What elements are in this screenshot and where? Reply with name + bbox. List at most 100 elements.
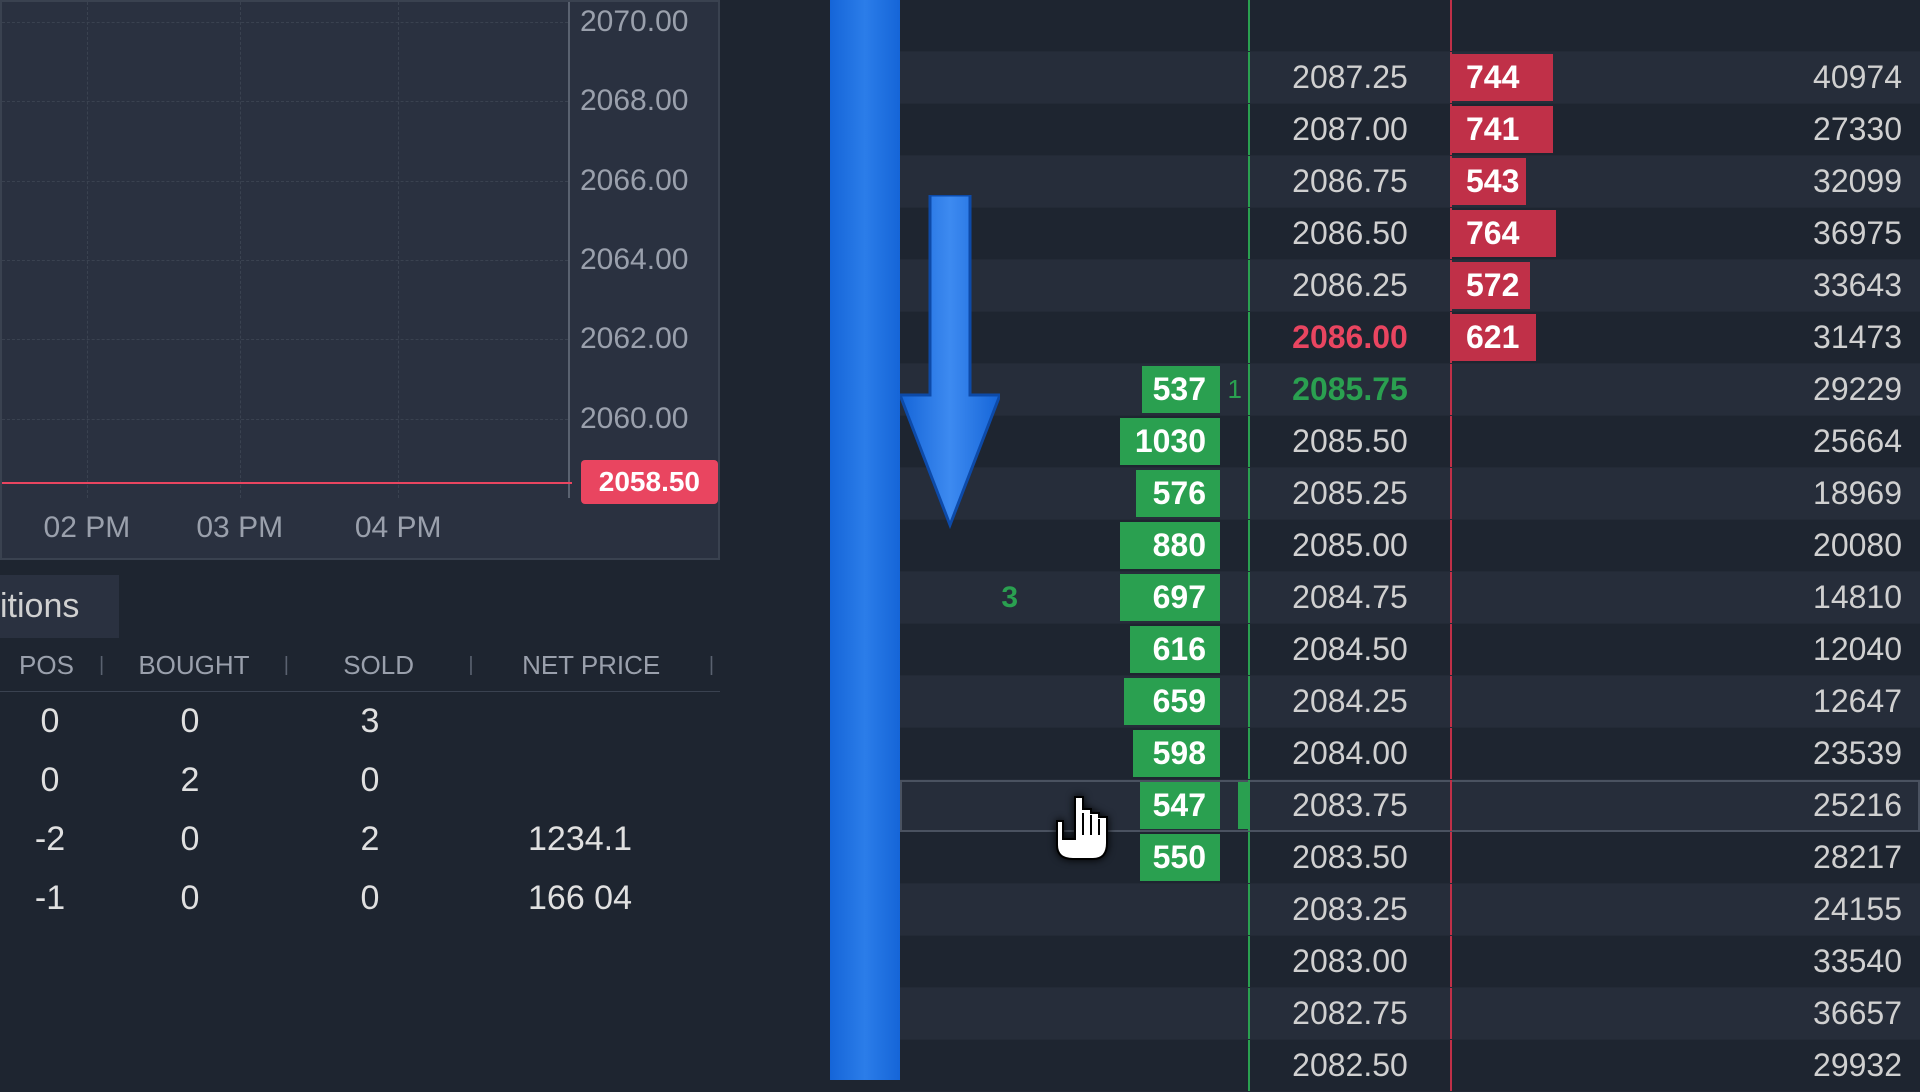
- dom-price-cell[interactable]: 2084.50: [1250, 624, 1450, 675]
- dom-price-cell[interactable]: 2083.00: [1250, 936, 1450, 987]
- dom-order-cell[interactable]: [900, 832, 1030, 883]
- positions-tab[interactable]: itions: [0, 575, 119, 638]
- dom-ask-cell[interactable]: [1450, 728, 1570, 779]
- col-sold[interactable]: SOLD: [295, 650, 462, 681]
- dom-price-cell[interactable]: 2086.50: [1250, 208, 1450, 259]
- dom-price-cell[interactable]: 2084.25: [1250, 676, 1450, 727]
- dom-bid-cell[interactable]: 537: [1030, 364, 1220, 415]
- dom-price-cell[interactable]: 2085.25: [1250, 468, 1450, 519]
- dom-row[interactable]: [900, 0, 1920, 52]
- dom-bid-cell[interactable]: [1030, 260, 1220, 311]
- dom-order-cell[interactable]: [900, 884, 1030, 935]
- dom-order-cell[interactable]: [900, 988, 1030, 1039]
- dom-bid-cell[interactable]: [1030, 936, 1220, 987]
- dom-order-cell[interactable]: [900, 104, 1030, 155]
- dom-price-cell[interactable]: 2084.75: [1250, 572, 1450, 623]
- dom-ask-cell[interactable]: [1450, 0, 1570, 51]
- dom-ask-cell[interactable]: [1450, 520, 1570, 571]
- dom-bid-cell[interactable]: [1030, 988, 1220, 1039]
- dom-price-cell[interactable]: 2085.50: [1250, 416, 1450, 467]
- dom-ask-cell[interactable]: 764: [1450, 208, 1570, 259]
- dom-row[interactable]: 8802085.0020080: [900, 520, 1920, 572]
- dom-row[interactable]: 2083.0033540: [900, 936, 1920, 988]
- dom-price-cell[interactable]: 2086.25: [1250, 260, 1450, 311]
- dom-order-cell[interactable]: [900, 676, 1030, 727]
- dom-row[interactable]: 36972084.7514810: [900, 572, 1920, 624]
- dom-ask-cell[interactable]: [1450, 676, 1570, 727]
- dom-ask-cell[interactable]: [1450, 468, 1570, 519]
- dom-bid-cell[interactable]: 659: [1030, 676, 1220, 727]
- dom-row[interactable]: 53712085.7529229: [900, 364, 1920, 416]
- dom-ask-cell[interactable]: [1450, 780, 1570, 831]
- dom-bid-cell[interactable]: 880: [1030, 520, 1220, 571]
- dom-ask-cell[interactable]: [1450, 988, 1570, 1039]
- dom-price-cell[interactable]: 2085.00: [1250, 520, 1450, 571]
- dom-row[interactable]: 6162084.5012040: [900, 624, 1920, 676]
- dom-bid-cell[interactable]: 697: [1030, 572, 1220, 623]
- dom-row[interactable]: 2087.2574440974: [900, 52, 1920, 104]
- col-pos[interactable]: POS: [0, 650, 93, 681]
- dom-ask-cell[interactable]: 572: [1450, 260, 1570, 311]
- positions-row[interactable]: 020: [0, 751, 720, 810]
- dom-ask-cell[interactable]: [1450, 416, 1570, 467]
- dom-price-cell[interactable]: 2083.25: [1250, 884, 1450, 935]
- dom-ask-cell[interactable]: 543: [1450, 156, 1570, 207]
- dom-ask-cell[interactable]: [1450, 572, 1570, 623]
- dom-row[interactable]: 2086.5076436975: [900, 208, 1920, 260]
- dom-order-cell[interactable]: [900, 936, 1030, 987]
- dom-row[interactable]: 2086.0062131473: [900, 312, 1920, 364]
- dom-ask-cell[interactable]: [1450, 1040, 1570, 1091]
- dom-ask-cell[interactable]: [1450, 936, 1570, 987]
- dom-price-cell[interactable]: 2085.75: [1250, 364, 1450, 415]
- dom-price-cell[interactable]: 2087.00: [1250, 104, 1450, 155]
- dom-bid-cell[interactable]: [1030, 884, 1220, 935]
- dom-row[interactable]: 2086.7554332099: [900, 156, 1920, 208]
- dom-bid-cell[interactable]: [1030, 0, 1220, 51]
- dom-price-cell[interactable]: [1250, 0, 1450, 51]
- positions-row[interactable]: -100166 04: [0, 869, 720, 928]
- dom-price-cell[interactable]: 2083.75: [1250, 780, 1450, 831]
- dom-price-cell[interactable]: 2082.50: [1250, 1040, 1450, 1091]
- dom-ask-cell[interactable]: [1450, 884, 1570, 935]
- dom-row[interactable]: 2082.5029932: [900, 1040, 1920, 1092]
- dom-ask-cell[interactable]: 744: [1450, 52, 1570, 103]
- dom-row[interactable]: 10302085.5025664: [900, 416, 1920, 468]
- dom-ask-cell[interactable]: [1450, 624, 1570, 675]
- positions-row[interactable]: -2021234.1: [0, 810, 720, 869]
- dom-price-cell[interactable]: 2082.75: [1250, 988, 1450, 1039]
- panel-divider[interactable]: [830, 0, 900, 1080]
- dom-row[interactable]: 2087.0074127330: [900, 104, 1920, 156]
- dom-bid-cell[interactable]: [1030, 104, 1220, 155]
- dom-row[interactable]: 6592084.2512647: [900, 676, 1920, 728]
- dom-bid-cell[interactable]: [1030, 208, 1220, 259]
- dom-row[interactable]: 2082.7536657: [900, 988, 1920, 1040]
- dom-row[interactable]: 2083.2524155: [900, 884, 1920, 936]
- dom-row[interactable]: 5982084.0023539: [900, 728, 1920, 780]
- dom-ask-cell[interactable]: 741: [1450, 104, 1570, 155]
- dom-price-cell[interactable]: 2086.75: [1250, 156, 1450, 207]
- dom-price-cell[interactable]: 2087.25: [1250, 52, 1450, 103]
- dom-row[interactable]: 5472083.7525216: [900, 780, 1920, 832]
- dom-bid-cell[interactable]: [1030, 1040, 1220, 1091]
- dom-order-cell[interactable]: [900, 52, 1030, 103]
- dom-bid-cell[interactable]: [1030, 156, 1220, 207]
- dom-bid-cell[interactable]: 1030: [1030, 416, 1220, 467]
- dom-bid-cell[interactable]: [1030, 312, 1220, 363]
- dom-order-cell[interactable]: [900, 728, 1030, 779]
- dom-price-cell[interactable]: 2084.00: [1250, 728, 1450, 779]
- dom-order-cell[interactable]: 3: [900, 572, 1030, 623]
- dom-row[interactable]: 2086.2557233643: [900, 260, 1920, 312]
- dom-price-cell[interactable]: 2083.50: [1250, 832, 1450, 883]
- dom-bid-cell[interactable]: 550: [1030, 832, 1220, 883]
- dom-order-cell[interactable]: [900, 780, 1030, 831]
- dom-bid-cell[interactable]: 576: [1030, 468, 1220, 519]
- dom-bid-cell[interactable]: 598: [1030, 728, 1220, 779]
- dom-row[interactable]: 5762085.2518969: [900, 468, 1920, 520]
- dom-order-cell[interactable]: [900, 624, 1030, 675]
- dom-ask-cell[interactable]: [1450, 364, 1570, 415]
- dom-price-cell[interactable]: 2086.00: [1250, 312, 1450, 363]
- dom-ask-cell[interactable]: 621: [1450, 312, 1570, 363]
- col-net-price[interactable]: NET PRICE: [480, 650, 703, 681]
- dom-row[interactable]: 5502083.5028217: [900, 832, 1920, 884]
- dom-bid-cell[interactable]: [1030, 52, 1220, 103]
